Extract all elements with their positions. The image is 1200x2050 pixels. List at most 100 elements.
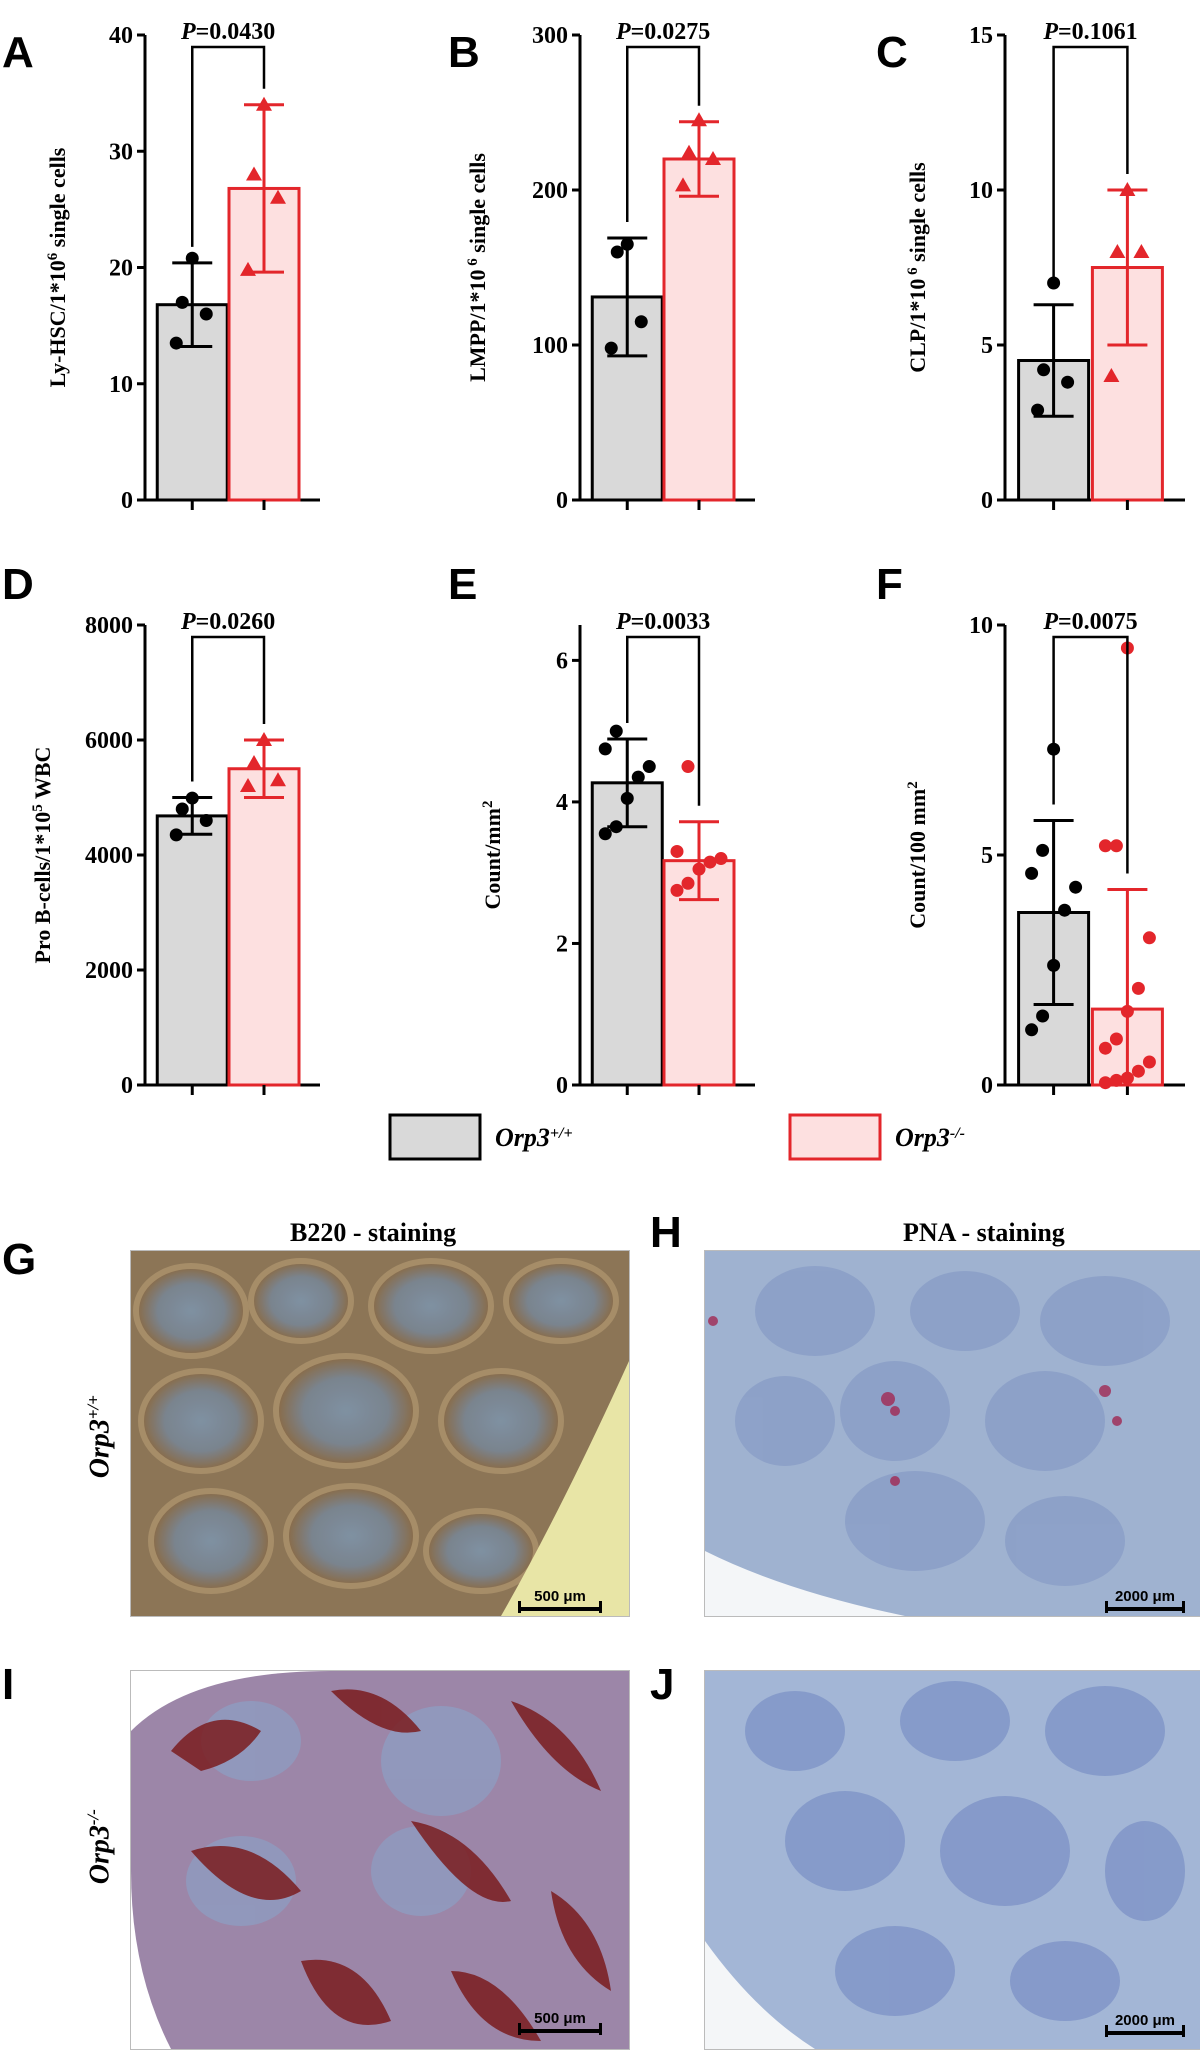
data-point [246, 166, 262, 181]
data-point [169, 828, 183, 842]
y-tick-label: 100 [532, 333, 568, 359]
data-point [1098, 839, 1112, 853]
y-tick-label: 2000 [85, 958, 133, 984]
panel-letter-B: B [448, 28, 480, 77]
data-point [1103, 368, 1120, 382]
data-point [1025, 1023, 1039, 1037]
data-point [1098, 1041, 1112, 1055]
data-point [256, 732, 272, 746]
p-value-label: P=0.1061 [1042, 19, 1137, 45]
data-point [185, 251, 199, 265]
data-point [1031, 403, 1045, 417]
data-point [610, 245, 624, 259]
chart-panel-c: 0 5 10 15 CLP/1*10 6 single cells P=0.1061 [905, 19, 1185, 514]
y-tick-label: 5 [981, 333, 993, 359]
y-tick-label: 10 [969, 178, 993, 204]
data-point [240, 261, 256, 276]
y-tick-label: 4 [556, 790, 568, 816]
legend-label-ko: Orp3-/- [895, 1123, 965, 1152]
micrograph-pna-wildtype [704, 1250, 1200, 1617]
y-tick-label: 15 [969, 23, 993, 49]
chart-panel-e: 0 2 4 6 Count/mm2 P=0.0033 [480, 609, 755, 1099]
data-point [1109, 1073, 1123, 1087]
data-point [714, 852, 728, 866]
y-axis-label: Count/mm2 [480, 801, 505, 910]
data-point [1119, 182, 1136, 196]
panel-letter-G: G [2, 1235, 37, 1284]
y-axis-label: LMPP/1*10 6 single cells [465, 153, 490, 382]
row-label-wild-type: Orp3+/+ [83, 1395, 116, 1479]
panel-letter-F: F [876, 560, 903, 609]
panel-letter-E: E [448, 560, 478, 609]
bar-wt [155, 814, 229, 1087]
data-point [681, 760, 695, 774]
image-title-pna: PNA - staining [903, 1218, 1065, 1247]
micrograph-b220-knockout [130, 1670, 630, 2050]
data-point [1061, 375, 1075, 389]
data-point [199, 814, 213, 827]
data-point [642, 760, 656, 774]
data-point [1109, 1032, 1123, 1046]
data-point [256, 96, 272, 111]
data-point [1069, 880, 1083, 894]
data-point [175, 295, 189, 309]
chart-panel-b: 0 100 200 300 LMPP/1*10 6 single cells P=0.02… [465, 19, 755, 514]
data-point [1109, 839, 1123, 853]
data-point [631, 770, 645, 784]
data-point [270, 772, 286, 787]
data-point [634, 315, 648, 329]
y-tick-label: 0 [556, 488, 568, 514]
y-tick-label: 20 [109, 256, 133, 282]
significance-bracket [191, 635, 266, 782]
data-point [681, 876, 695, 890]
scalebar-g: 500 μm [518, 1588, 602, 1613]
data-point [246, 755, 262, 769]
p-value-label: P=0.0033 [615, 609, 710, 635]
data-point [604, 341, 618, 355]
legend-item-ko: Orp3-/- [788, 1113, 965, 1161]
data-point [598, 827, 612, 841]
data-point [1109, 244, 1126, 258]
data-point [199, 307, 213, 321]
y-tick-label: 0 [556, 1073, 568, 1099]
micrograph-pna-knockout [704, 1670, 1200, 2050]
data-point [620, 237, 634, 251]
data-point [703, 855, 717, 869]
data-point [670, 844, 684, 858]
chart-panel-a: 0 10 20 30 40 Ly-HSC/1*106 single cells P=0.04… [45, 19, 320, 514]
panel-letter-H: H [650, 1208, 682, 1257]
y-tick-label: 10 [969, 613, 993, 639]
y-axis-label: Pro B-cells/1*105 WBC [30, 747, 55, 964]
scalebar-h: 2000 μm [1105, 1588, 1185, 1613]
panel-letter-C: C [876, 28, 908, 77]
scalebar-i: 500 μm [518, 2010, 602, 2035]
significance-bracket [626, 45, 701, 223]
bar-ko [662, 157, 736, 502]
y-tick-label: 10 [109, 372, 133, 398]
chart-panel-f: 0 5 10 Count/100 mm2 P=0.0075 [905, 609, 1185, 1099]
bar-ko [227, 767, 301, 1087]
y-tick-label: 0 [981, 488, 993, 514]
y-tick-label: 5 [981, 843, 993, 869]
significance-bracket [191, 45, 266, 247]
data-point [1120, 1004, 1134, 1018]
y-tick-label: 0 [981, 1073, 993, 1099]
y-tick-label: 2 [556, 931, 568, 957]
data-point [675, 177, 691, 192]
data-point [185, 791, 199, 805]
p-value-label: P=0.0430 [180, 19, 275, 45]
legend-swatch-wt [388, 1113, 482, 1161]
chart-panel-d: 0 2000 4000 6000 8000 Pro B-cells/1*105 WBC P=… [30, 609, 320, 1099]
y-tick-label: 300 [532, 23, 568, 49]
data-point [1036, 1009, 1050, 1023]
image-title-b220: B220 - staining [290, 1218, 457, 1247]
data-point [270, 189, 286, 204]
data-point [1142, 931, 1156, 945]
significance-bracket [1052, 635, 1129, 874]
data-point [1098, 1076, 1112, 1090]
y-tick-label: 6 [556, 648, 568, 674]
data-point [692, 862, 706, 876]
panel-letter-A: A [2, 28, 34, 77]
p-value-label: P=0.0075 [1042, 609, 1137, 635]
legend-swatch-ko [788, 1113, 882, 1161]
